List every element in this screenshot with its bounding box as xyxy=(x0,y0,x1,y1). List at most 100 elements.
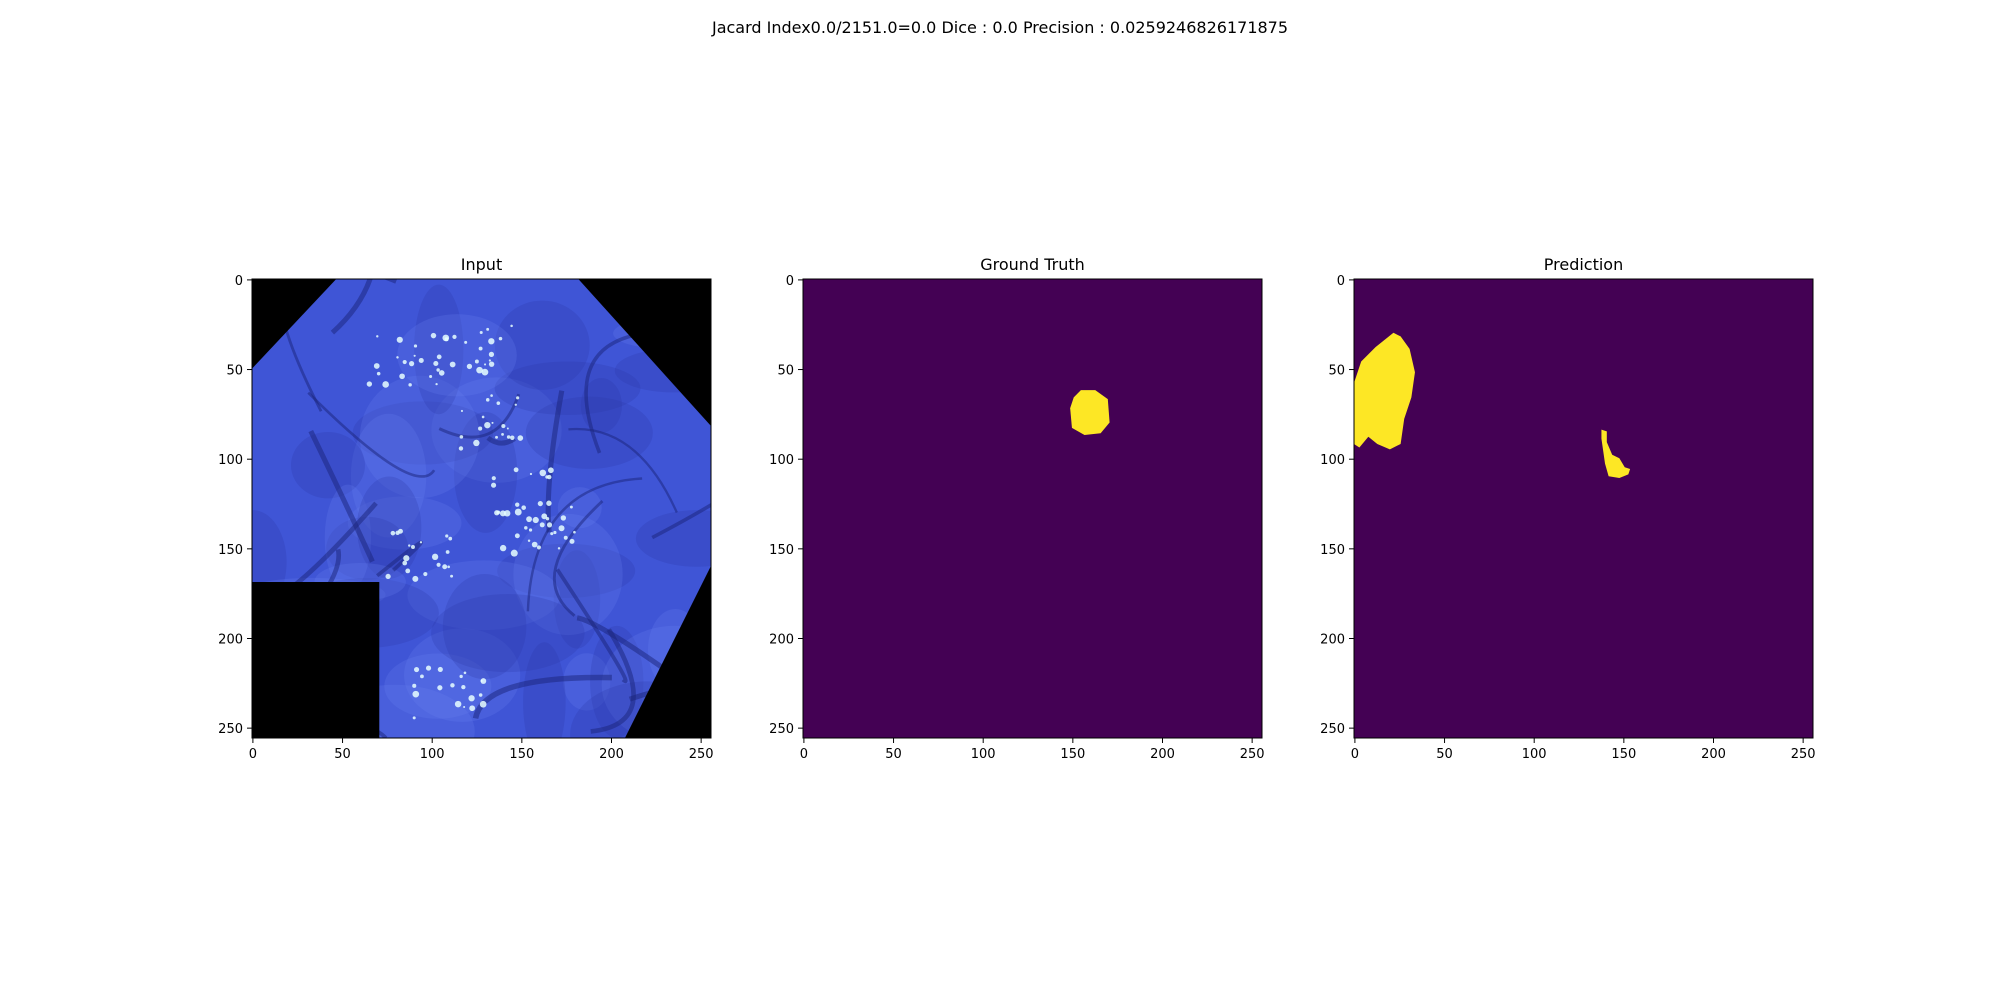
ground-truth-xtick-label: 200 xyxy=(1150,747,1175,762)
input-specular-spot xyxy=(460,409,464,413)
input-specular-spot xyxy=(445,534,449,538)
prediction-axes-frame xyxy=(1353,278,1814,739)
input-specular-spot xyxy=(529,472,533,476)
input-specular-spot xyxy=(448,536,453,541)
input-tissue-patch xyxy=(563,653,611,711)
input-title: Input xyxy=(461,255,502,274)
prediction-xtick-label: 100 xyxy=(1522,747,1547,762)
input-specular-spot xyxy=(488,338,495,345)
input-specular-spot xyxy=(464,340,468,344)
input-specular-spot xyxy=(413,354,416,357)
input-specular-spot xyxy=(514,533,520,539)
input-tissue-patch xyxy=(359,375,480,499)
input-specular-spot xyxy=(478,693,483,697)
input-black-region xyxy=(252,582,380,738)
input-specular-spot xyxy=(486,327,490,331)
input-specular-spot xyxy=(506,435,511,439)
input-specular-spot xyxy=(503,510,511,517)
input-specular-spot xyxy=(412,690,420,698)
input-tissue-fold xyxy=(438,393,521,439)
input-tissue-fold xyxy=(590,628,636,734)
input-specular-spot xyxy=(539,522,545,528)
input-specular-spot xyxy=(560,515,567,521)
input-specular-spot xyxy=(491,476,496,481)
ground-truth-ytick-label: 100 xyxy=(769,453,794,468)
input-tissue-patch xyxy=(494,361,641,416)
input-black-corner xyxy=(578,279,711,427)
input-specular-spot xyxy=(490,482,497,488)
prediction-image xyxy=(1354,279,1813,738)
input-specular-spot xyxy=(515,502,520,507)
input-tissue-patch xyxy=(557,487,602,529)
input-specular-spot xyxy=(553,530,557,535)
input-specular-spot xyxy=(408,383,412,387)
input-tissue-fold xyxy=(486,435,516,446)
input-specular-spot xyxy=(474,359,479,364)
input-specular-spot xyxy=(454,700,462,708)
input-specular-spot xyxy=(510,324,513,328)
input-specular-spot xyxy=(547,467,554,474)
input-specular-spot xyxy=(485,398,490,402)
input-specular-spot xyxy=(437,685,443,691)
input-specular-spot xyxy=(516,396,520,400)
ground-truth-xtick-label: 100 xyxy=(971,747,996,762)
input-ytick-label: 100 xyxy=(218,453,243,468)
input-tissue-patch xyxy=(635,510,711,567)
input-specular-spot xyxy=(433,360,439,367)
input-specular-spot xyxy=(447,565,450,569)
input-specular-spot xyxy=(528,528,533,532)
input-tissue-fold xyxy=(308,429,375,563)
input-specular-spot xyxy=(444,337,449,342)
input-specular-spot xyxy=(412,575,419,582)
input-specular-spot xyxy=(425,665,432,671)
input-specular-spot xyxy=(479,330,483,335)
input-specular-spot xyxy=(510,435,515,440)
prediction-xtick-label: 0 xyxy=(1351,747,1359,762)
input-tissue-fold xyxy=(651,502,711,540)
input-xtick-label: 100 xyxy=(420,747,445,762)
input-specular-spot xyxy=(445,550,450,554)
input-specular-spot xyxy=(558,525,565,532)
input-specular-spot xyxy=(402,560,408,566)
ground-truth-axes: Ground Truth 0 50 100 150 200 250 0 50 100 150 200 2… xyxy=(769,255,1264,762)
prediction-ytick-label: 150 xyxy=(1320,543,1345,558)
input-specular-spot xyxy=(438,370,445,376)
input-specular-spot xyxy=(376,335,379,338)
input-tissue-patch xyxy=(523,642,566,738)
ground-truth-ytick-label: 50 xyxy=(777,364,794,379)
input-specular-spot xyxy=(514,508,522,516)
ground-truth-axes-frame xyxy=(802,278,1263,739)
prediction-xtick-label: 200 xyxy=(1701,747,1726,762)
input-specular-spot xyxy=(499,544,507,552)
input-specular-spot xyxy=(514,403,517,406)
prediction-ytick-label: 250 xyxy=(1320,722,1345,737)
input-specular-spot xyxy=(459,674,463,679)
input-tissue-fold xyxy=(472,674,612,720)
input-specular-spot xyxy=(547,474,552,480)
input-xtick-label: 150 xyxy=(509,747,534,762)
input-specular-spot xyxy=(408,544,411,547)
input-specular-spot xyxy=(569,505,573,509)
input-tissue-fold xyxy=(545,390,565,533)
input-specular-spot xyxy=(376,371,381,376)
input-specular-spot xyxy=(476,366,483,374)
input-specular-spot xyxy=(411,545,415,549)
ground-truth-xtick-label: 0 xyxy=(800,747,808,762)
input-specular-spot xyxy=(478,426,483,431)
prediction-title: Prediction xyxy=(1544,255,1623,274)
input-tissue-fold xyxy=(330,279,373,335)
input-tissue-fold xyxy=(307,391,436,478)
input-specular-spot xyxy=(536,545,541,550)
input-specular-spot xyxy=(452,334,457,339)
input-specular-spot xyxy=(385,573,391,580)
input-specular-spot xyxy=(539,469,547,477)
input-specular-spot xyxy=(390,530,396,536)
input-specular-spot xyxy=(466,363,473,370)
input-specular-spot xyxy=(435,383,438,386)
prediction-ytick-label: 100 xyxy=(1320,453,1345,468)
input-specular-spot xyxy=(490,394,493,397)
input-tissue-fold xyxy=(555,568,628,684)
input-specular-spot xyxy=(405,568,411,574)
input-specular-spot xyxy=(546,500,552,506)
input-specular-spot xyxy=(436,354,442,360)
